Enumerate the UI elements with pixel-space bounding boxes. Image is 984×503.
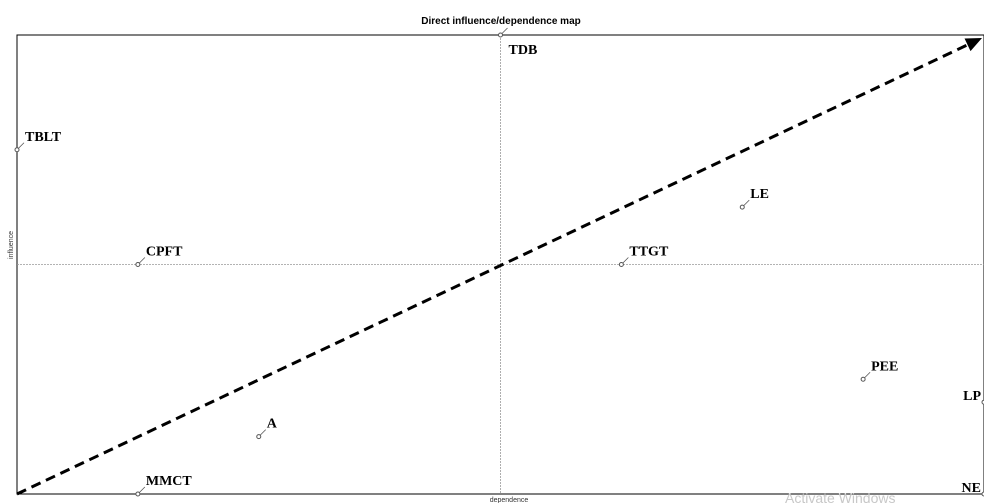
point-marker	[135, 491, 141, 497]
data-point: PEE	[860, 359, 898, 382]
point-label: TBLT	[25, 130, 62, 145]
windows-activation-watermark: Activate Windows	[785, 490, 895, 503]
data-point: LE	[739, 187, 769, 210]
data-point: TTGT	[618, 245, 669, 267]
point-marker	[498, 32, 503, 38]
data-point: A	[256, 417, 278, 440]
points-layer: TDB TBLT LE CPFT TTGT PEE LP A MMCT NE	[14, 27, 984, 497]
diagonal-arrow	[16, 43, 969, 496]
point-label: LE	[750, 187, 769, 202]
data-point: MMCT	[135, 474, 193, 497]
diagonal-arrowhead	[964, 38, 982, 52]
point-marker	[256, 434, 262, 440]
point-label: TDB	[509, 43, 538, 58]
data-point: TBLT	[14, 130, 62, 153]
data-point: TDB	[498, 27, 538, 58]
point-marker	[739, 204, 745, 210]
point-marker	[14, 147, 20, 153]
point-label: A	[267, 417, 278, 432]
data-point: LP	[963, 389, 984, 405]
point-label: CPFT	[146, 245, 183, 260]
chart-title: Direct influence/dependence map	[421, 16, 581, 27]
point-label: MMCT	[146, 474, 193, 489]
x-axis-label: dependence	[490, 497, 529, 503]
data-point: NE	[962, 481, 984, 497]
data-point: CPFT	[135, 245, 183, 267]
point-marker	[860, 376, 866, 382]
point-label: NE	[962, 481, 981, 496]
y-axis-label: influence	[8, 231, 15, 259]
point-marker	[618, 262, 624, 267]
point-marker	[135, 262, 141, 267]
point-label: LP	[963, 389, 981, 404]
point-label: TTGT	[629, 245, 669, 260]
point-label: PEE	[871, 359, 898, 374]
